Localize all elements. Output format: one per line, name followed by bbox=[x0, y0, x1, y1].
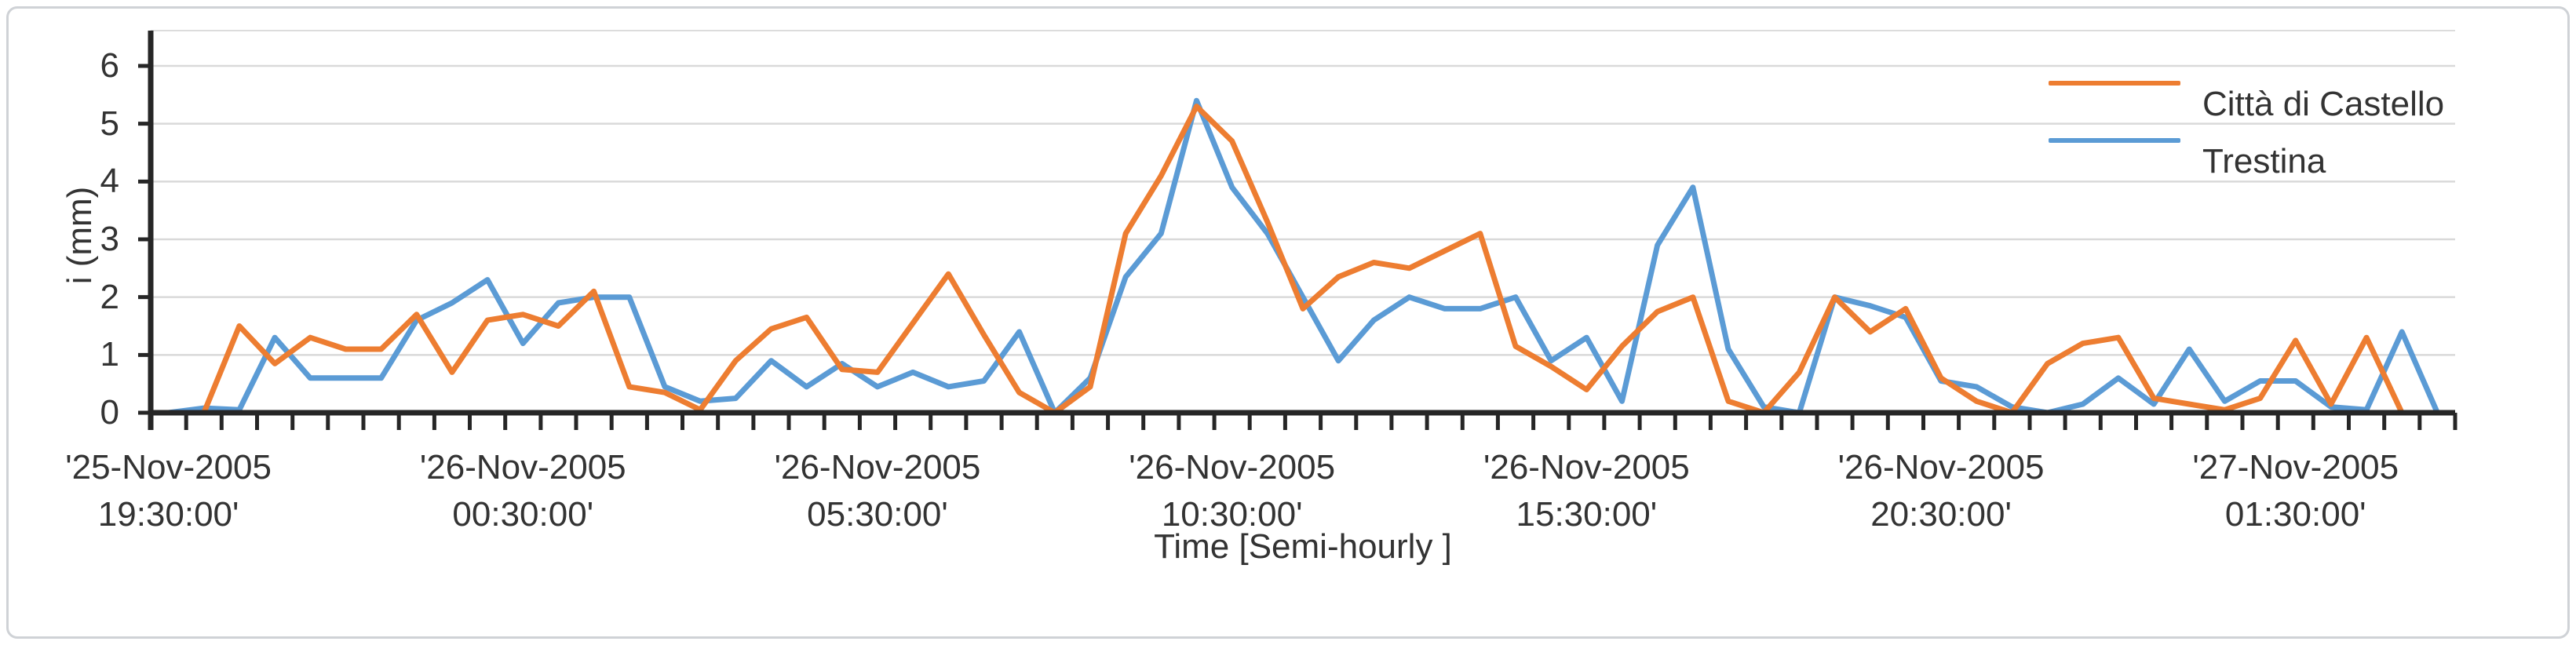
legend-label-trestina: Trestina bbox=[2202, 142, 2326, 180]
y-tick-label-5: 5 bbox=[100, 104, 119, 143]
x-tick-label-5-date: '26-Nov-2005 bbox=[1837, 448, 2045, 486]
y-tick-label-6: 6 bbox=[100, 46, 119, 85]
y-tick-label-4: 4 bbox=[100, 162, 119, 201]
legend-swatch-citta-di-castello bbox=[2049, 81, 2180, 86]
y-tick-label-0: 0 bbox=[100, 393, 119, 432]
y-tick-label-2: 2 bbox=[100, 277, 119, 316]
x-tick-label-1: '26-Nov-2005 00:30:00' bbox=[342, 444, 703, 538]
x-tick-label-5-time: 20:30:00' bbox=[1870, 495, 2012, 534]
x-tick-label-2-date: '26-Nov-2005 bbox=[774, 448, 981, 486]
x-tick-label-6: '27-Nov-2005 01:30:00' bbox=[2115, 444, 2476, 538]
legend-label-citta-di-castello: Città di Castello bbox=[2202, 85, 2445, 123]
x-tick-label-0: '25-Nov-2005 19:30:00' bbox=[0, 444, 349, 538]
legend-swatch-trestina bbox=[2049, 138, 2180, 143]
y-axis-title: i (mm) bbox=[60, 186, 99, 285]
gridlines bbox=[151, 64, 2455, 356]
series-line-trestina bbox=[166, 97, 2440, 416]
x-tick-label-3: '26-Nov-2005 10:30:00' bbox=[1052, 444, 1413, 538]
x-tick-label-1-date: '26-Nov-2005 bbox=[419, 448, 626, 486]
figure-frame bbox=[6, 6, 2570, 639]
x-tick-label-0-time: 19:30:00' bbox=[97, 495, 239, 534]
x-tick-label-6-date: '27-Nov-2005 bbox=[2192, 448, 2399, 486]
x-tick-label-4-date: '26-Nov-2005 bbox=[1483, 448, 1690, 486]
y-tick-label-3: 3 bbox=[100, 220, 119, 258]
series-line-citta-di-castello bbox=[166, 104, 2440, 416]
x-tick-label-2-time: 05:30:00' bbox=[807, 495, 948, 534]
x-tick-label-1-time: 00:30:00' bbox=[452, 495, 594, 534]
x-tick-label-3-date: '26-Nov-2005 bbox=[1129, 448, 1336, 486]
x-tick-label-4: '26-Nov-2005 15:30:00' bbox=[1406, 444, 1767, 538]
x-tick-label-2: '26-Nov-2005 05:30:00' bbox=[697, 444, 1058, 538]
x-axis-title: Time [Semi-hourly ] bbox=[1154, 527, 1452, 566]
x-tick-label-3-time: 10:30:00' bbox=[1161, 495, 1303, 534]
x-tick-label-4-time: 15:30:00' bbox=[1516, 495, 1658, 534]
axis-ticks bbox=[138, 64, 2457, 430]
x-tick-label-5: '26-Nov-2005 20:30:00' bbox=[1761, 444, 2122, 538]
x-tick-label-6-time: 01:30:00' bbox=[2224, 495, 2366, 534]
y-tick-label-1: 1 bbox=[100, 335, 119, 374]
x-tick-label-0-date: '25-Nov-2005 bbox=[65, 448, 272, 486]
